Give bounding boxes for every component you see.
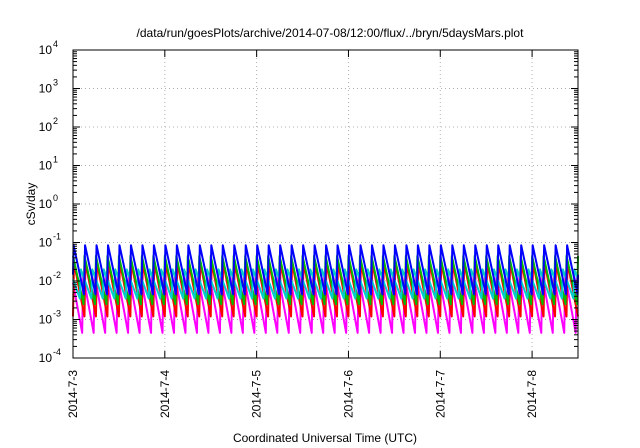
y-tick-exponent: 4	[53, 39, 58, 49]
y-tick-exponent: 1	[53, 155, 58, 165]
y-tick-label: 10	[39, 43, 53, 57]
x-tick-label: 2014-7-8	[525, 370, 539, 418]
x-axis-label: Coordinated Universal Time (UTC)	[233, 431, 417, 445]
y-tick-label: 10	[39, 82, 53, 96]
y-tick-exponent: -2	[53, 270, 61, 280]
x-tick-label: 2014-7-5	[250, 370, 264, 418]
x-tick-label: 2014-7-6	[341, 370, 355, 418]
y-axis-label: cSv/day	[24, 183, 38, 226]
y-tick-exponent: -3	[53, 309, 61, 319]
y-tick-label: 10	[39, 313, 53, 327]
y-tick-exponent: 0	[53, 193, 58, 203]
y-tick-exponent: 2	[53, 116, 58, 126]
y-tick-label: 10	[39, 274, 53, 288]
x-tick-label: 2014-7-7	[433, 370, 447, 418]
series-line-5	[72, 244, 579, 296]
x-tick-label: 2014-7-3	[66, 370, 80, 418]
x-tick-label: 2014-7-4	[158, 370, 172, 418]
y-tick-label: 10	[39, 120, 53, 134]
y-tick-label: 10	[39, 236, 53, 250]
chart-title: /data/run/goesPlots/archive/2014-07-08/1…	[137, 26, 525, 40]
plot-series	[72, 244, 579, 334]
y-tick-label: 10	[39, 351, 53, 365]
x-axis: 2014-7-3 2014-7-4 2014-7-5 2014-7-6 2014-7-7…	[66, 50, 539, 418]
y-tick-label: 10	[39, 159, 53, 173]
y-tick-label: 10	[39, 197, 53, 211]
y-tick-exponent: 3	[53, 78, 58, 88]
y-tick-exponent: -4	[53, 347, 61, 357]
y-tick-exponent: -1	[53, 232, 61, 242]
